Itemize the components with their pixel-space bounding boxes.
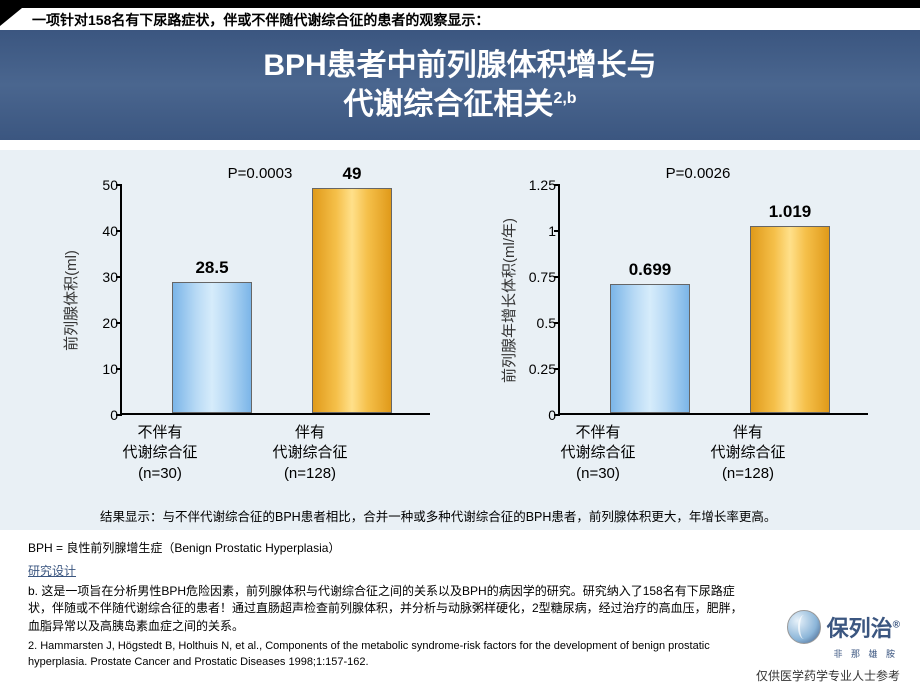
chart-right-plot: 00.250.50.7511.250.6991.019 [558, 185, 868, 415]
title-line1: BPH患者中前列腺体积增长与 [263, 46, 656, 85]
design-header: 研究设计 [28, 563, 748, 580]
conclusion-text: 结果显示：与不伴代谢综合征的BPH患者相比，合并一种或多种代谢综合征的BPH患者… [100, 506, 776, 525]
brand-logo: 保列治® [787, 610, 900, 644]
chart-left: P=0.0003 前列腺体积(ml) 0102030405028.549 不伴有… [60, 165, 460, 495]
chart-right-cat0: 不伴有代谢综合征(n=30) [528, 423, 668, 484]
ytick-label: 0.75 [520, 269, 556, 285]
ytick-label: 50 [82, 177, 118, 193]
chart-zone: P=0.0003 前列腺体积(ml) 0102030405028.549 不伴有… [0, 150, 920, 530]
logo-ball-icon [787, 610, 821, 644]
ytick-label: 1.25 [520, 177, 556, 193]
bar-blue [172, 282, 252, 413]
bar-value-label: 0.699 [600, 260, 700, 280]
bar-value-label: 1.019 [740, 202, 840, 222]
chart-left-cat1: 伴有代谢综合征(n=128) [240, 423, 380, 484]
ytick-label: 0.25 [520, 361, 556, 377]
ytick-mark [554, 276, 560, 278]
ytick-mark [116, 322, 122, 324]
chart-right-ylabel: 前列腺年增长体积(ml/年) [498, 185, 518, 415]
logo-sup: ® [893, 620, 900, 631]
bar-orange [750, 226, 830, 413]
ytick-mark [116, 368, 122, 370]
ytick-mark [116, 276, 122, 278]
intro-text: 一项针对158名有下尿路症状，伴或不伴随代谢综合征的患者的观察显示： [32, 10, 489, 30]
title-line2: 代谢综合征相关2,b [343, 85, 576, 124]
chart-left-plot: 0102030405028.549 [120, 185, 430, 415]
ytick-label: 1 [520, 223, 556, 239]
ytick-label: 0.5 [520, 315, 556, 331]
ytick-mark [554, 322, 560, 324]
chart-right: P=0.0026 前列腺年增长体积(ml/年) 0 0.25 0.5 0.75 1 1.2… [498, 165, 898, 495]
ytick-mark [554, 184, 560, 186]
title-sup: 2,b [553, 90, 576, 107]
chart-left-cat0: 不伴有代谢综合征(n=30) [90, 423, 230, 484]
bar-value-label: 49 [302, 164, 402, 184]
design-body: b. 这是一项旨在分析男性BPH危险因素，前列腺体积与代谢综合征之间的关系以及B… [28, 583, 748, 635]
logo-text-main: 保列治 [827, 616, 893, 641]
disclaimer-text: 仅供医学药学专业人士参考 [756, 667, 900, 684]
ytick-mark [116, 230, 122, 232]
ytick-mark [554, 414, 560, 416]
ytick-label: 10 [82, 361, 118, 377]
chart-right-pvalue: P=0.0026 [498, 165, 898, 182]
chart-left-ylabel: 前列腺体积(ml) [60, 185, 80, 415]
top-strip [0, 0, 920, 8]
ytick-mark [554, 230, 560, 232]
bar-orange [312, 188, 392, 413]
chart-left-ylabel-text: 前列腺体积(ml) [60, 250, 81, 351]
ytick-mark [116, 414, 122, 416]
bar-blue [610, 284, 690, 413]
title-line2-text: 代谢综合征相关 [343, 88, 553, 121]
bph-definition: BPH = 良性前列腺增生症（Benign Prostatic Hyperpla… [28, 540, 748, 557]
logo-text: 保列治® [827, 611, 900, 643]
title-band: BPH患者中前列腺体积增长与 代谢综合征相关2,b [0, 30, 920, 140]
chart-right-cat1: 伴有代谢综合征(n=128) [678, 423, 818, 484]
ytick-label: 20 [82, 315, 118, 331]
ytick-label: 0 [520, 407, 556, 423]
ytick-mark [554, 368, 560, 370]
bar-value-label: 28.5 [162, 258, 262, 278]
reference-text: 2. Hammarsten J, Högstedt B, Holthuis N,… [28, 639, 748, 671]
ytick-label: 40 [82, 223, 118, 239]
corner-triangle [0, 8, 22, 26]
lower-notes: BPH = 良性前列腺增生症（Benign Prostatic Hyperpla… [28, 540, 748, 671]
ytick-label: 30 [82, 269, 118, 285]
chart-right-ylabel-text: 前列腺年增长体积(ml/年) [498, 218, 519, 383]
logo-subtext: 非 那 雄 胺 [833, 647, 898, 660]
ytick-mark [116, 184, 122, 186]
ytick-label: 0 [82, 407, 118, 423]
